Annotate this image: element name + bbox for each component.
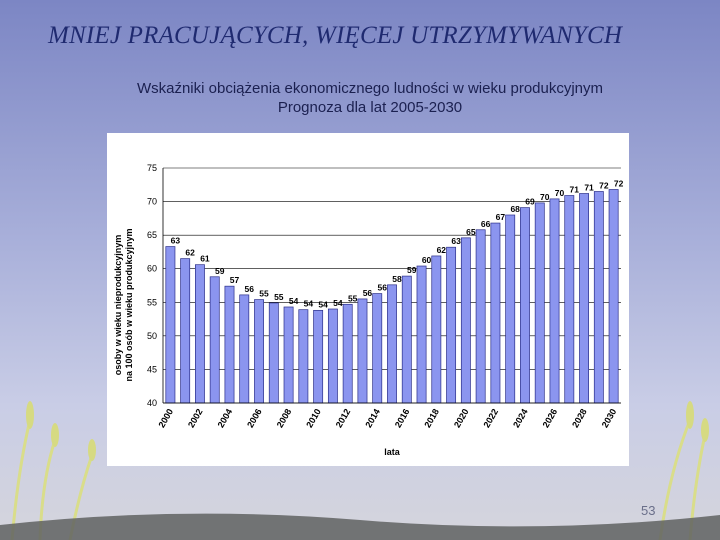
bar-2012 xyxy=(342,303,353,404)
y-tick-label: 75 xyxy=(147,163,157,173)
data-label-2018: 62 xyxy=(437,245,447,255)
bar-2019 xyxy=(446,246,457,404)
data-label-2025: 70 xyxy=(540,192,550,202)
bar-2005 xyxy=(239,294,250,404)
y-tick-label: 45 xyxy=(147,364,157,374)
data-label-2001: 62 xyxy=(185,248,195,258)
bar-2026 xyxy=(549,198,560,404)
chart-subtitle-line-1: Wskaźniki obciążenia ekonomicznego ludno… xyxy=(136,80,604,97)
x-tick-label: 2004 xyxy=(216,407,235,429)
bar-2009 xyxy=(298,309,309,404)
bar-2029 xyxy=(593,191,604,404)
data-label-2028: 71 xyxy=(584,183,594,193)
bar-2004 xyxy=(224,285,235,404)
x-tick-label: 2000 xyxy=(156,407,175,429)
data-label-2007: 55 xyxy=(274,292,284,302)
x-tick-label: 2022 xyxy=(481,407,500,429)
bar-2016 xyxy=(401,275,412,404)
y-tick-label: 70 xyxy=(147,197,157,207)
chart-subtitle-line-2: Prognoza dla lat 2005-2030 xyxy=(277,99,463,116)
x-tick-label: 2012 xyxy=(334,407,353,429)
bar-2027 xyxy=(564,195,575,404)
bar-2021 xyxy=(475,229,486,404)
data-label-2023: 68 xyxy=(510,204,520,214)
x-tick-label: 2018 xyxy=(422,407,441,429)
dependency-ratio-bar-chart: 63 62 61 59 57 56 55 55 54 54 54 54 55 56 56 58 59 60 62 63… xyxy=(113,163,624,457)
bar-2010 xyxy=(313,309,324,404)
chart-panel: 63 62 61 59 57 56 55 55 54 54 54 54 55 56 56 58 59 60 62 63… xyxy=(107,133,629,466)
y-tick-label: 50 xyxy=(147,331,157,341)
y-tick-label: 55 xyxy=(147,297,157,307)
x-tick-label: 2006 xyxy=(245,407,264,429)
bar-2023 xyxy=(505,214,516,404)
data-label-2009: 54 xyxy=(304,299,314,309)
data-labels-layer: 63 62 61 59 57 56 55 55 54 54 54 54 55 56 56 58 59 60 62 63… xyxy=(171,178,624,309)
x-tick-label: 2028 xyxy=(570,407,589,429)
data-label-2003: 59 xyxy=(215,266,225,276)
bar-2022 xyxy=(490,222,501,404)
data-label-2026: 70 xyxy=(555,188,565,198)
bar-2006 xyxy=(254,299,264,404)
data-label-2008: 54 xyxy=(289,296,299,306)
x-tick-label: 2016 xyxy=(393,407,412,429)
data-label-2017: 60 xyxy=(422,255,432,265)
x-tick-label: 2010 xyxy=(304,407,323,429)
x-axis-label: lata xyxy=(384,447,401,457)
data-label-2024: 69 xyxy=(525,197,535,207)
bar-2018 xyxy=(431,255,442,404)
bar-2007 xyxy=(268,302,279,404)
bar-2008 xyxy=(283,306,294,404)
x-tick-label: 2020 xyxy=(452,407,471,429)
data-label-2015: 58 xyxy=(392,274,402,284)
bar-2000 xyxy=(165,246,176,404)
data-label-2021: 66 xyxy=(481,219,491,229)
data-label-2011: 54 xyxy=(333,298,343,308)
bar-2015 xyxy=(387,284,397,404)
bars-layer xyxy=(165,189,619,404)
y-axis-label-line-1: osoby w wieku nieprodukcyjnym xyxy=(113,235,123,376)
bar-2025 xyxy=(534,202,545,404)
data-label-2010: 54 xyxy=(318,299,328,309)
bar-2030 xyxy=(608,189,619,404)
page-number: 53 xyxy=(641,503,656,518)
x-tick-label: 2026 xyxy=(541,407,560,429)
data-label-2004: 57 xyxy=(230,275,240,285)
x-tick-label: 2008 xyxy=(275,407,294,429)
data-label-2016: 59 xyxy=(407,265,417,275)
data-label-2020: 65 xyxy=(466,227,476,237)
data-label-2027: 71 xyxy=(570,185,580,195)
data-label-2006: 55 xyxy=(259,289,269,299)
y-tick-label: 60 xyxy=(147,264,157,274)
bar-2001 xyxy=(180,258,191,404)
slide-title: MNIEJ PRACUJĄCYCH, WIĘCEJ UTRZYMYWANYCH xyxy=(48,22,623,49)
data-label-2000: 63 xyxy=(171,236,181,246)
bar-2017 xyxy=(416,265,427,404)
x-tick-label: 2024 xyxy=(511,407,530,429)
bar-2013 xyxy=(357,298,368,404)
bar-2003 xyxy=(209,276,220,404)
x-tick-label: 2030 xyxy=(600,407,619,429)
bar-2020 xyxy=(460,237,471,404)
data-label-2022: 67 xyxy=(496,212,506,222)
bar-2011 xyxy=(327,308,338,404)
bar-2002 xyxy=(195,264,205,404)
y-tick-label: 40 xyxy=(147,398,157,408)
y-tick-label: 65 xyxy=(147,230,157,240)
data-label-2019: 63 xyxy=(451,236,461,246)
y-axis-label-line-2: na 100 osób w wieku produkcyjnym xyxy=(124,228,134,381)
x-tick-label: 2014 xyxy=(363,407,382,429)
data-label-2029: 72 xyxy=(599,181,609,191)
data-label-2014: 56 xyxy=(377,283,387,293)
data-label-2002: 61 xyxy=(200,254,210,264)
bar-2028 xyxy=(579,193,589,404)
data-label-2012: 55 xyxy=(348,293,358,303)
data-label-2013: 56 xyxy=(363,288,373,298)
data-label-2005: 56 xyxy=(245,284,255,294)
bar-2024 xyxy=(520,207,530,404)
data-label-2030: 72 xyxy=(614,178,624,188)
x-tick-label: 2002 xyxy=(186,407,205,429)
bar-2014 xyxy=(372,293,383,404)
